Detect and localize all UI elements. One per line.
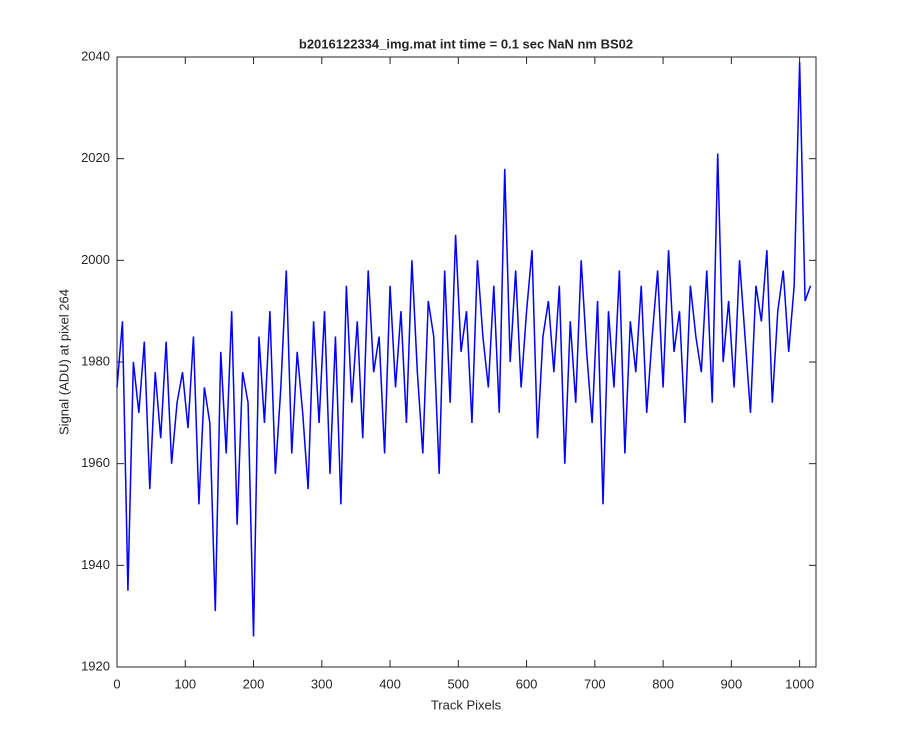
x-tick-label: 700 bbox=[584, 676, 606, 691]
y-tick-label: 1920 bbox=[81, 658, 110, 673]
y-tick-label: 1960 bbox=[81, 455, 110, 470]
y-tick-label: 2040 bbox=[81, 48, 110, 63]
y-axis-label: Signal (ADU) at pixel 264 bbox=[56, 289, 71, 435]
x-tick-label: 800 bbox=[652, 676, 674, 691]
x-tick-label: 1000 bbox=[785, 676, 814, 691]
chart-title: b2016122334_img.mat int time = 0.1 sec N… bbox=[299, 36, 633, 51]
data-line bbox=[116, 62, 812, 637]
x-tick-label: 600 bbox=[516, 676, 538, 691]
x-tick-label: 0 bbox=[113, 676, 120, 691]
x-tick-label: 900 bbox=[721, 676, 743, 691]
x-tick-label: 500 bbox=[447, 676, 469, 691]
x-tick-label: 400 bbox=[379, 676, 401, 691]
y-tick-label: 1940 bbox=[81, 557, 110, 572]
x-tick-label: 100 bbox=[174, 676, 196, 691]
y-tick-label: 2020 bbox=[81, 150, 110, 165]
x-tick-label: 200 bbox=[243, 676, 265, 691]
x-axis-label: Track Pixels bbox=[431, 697, 502, 712]
y-tick-label: 2000 bbox=[81, 252, 110, 267]
y-tick-label: 1980 bbox=[81, 353, 110, 368]
x-tick-label: 300 bbox=[311, 676, 333, 691]
